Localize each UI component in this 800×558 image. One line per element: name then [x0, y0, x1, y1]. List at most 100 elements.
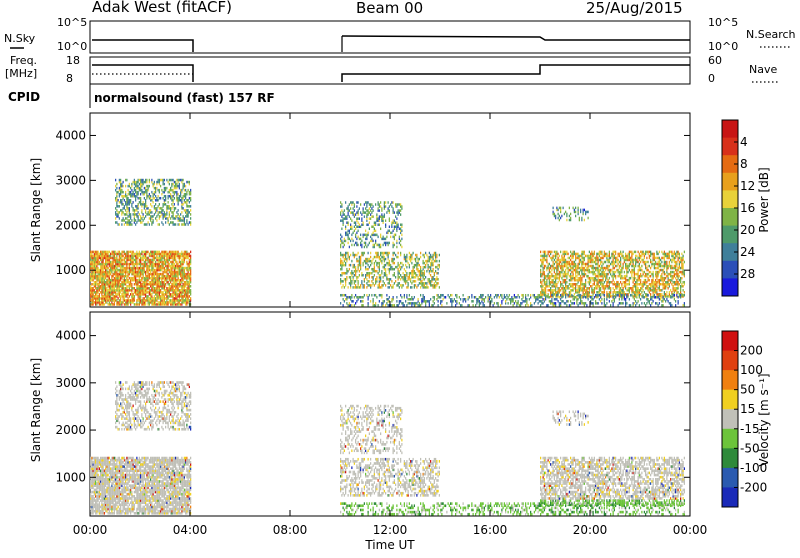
power-cell	[145, 293, 147, 296]
power-cell	[116, 254, 118, 258]
power-cell	[145, 254, 147, 258]
power-cell	[631, 252, 633, 256]
power-cell	[140, 184, 142, 188]
power-cell	[376, 261, 378, 265]
power-cell	[170, 186, 172, 190]
power-cell	[658, 250, 660, 254]
power-cell	[655, 262, 657, 266]
power-cell	[416, 255, 418, 259]
power-cell	[405, 278, 407, 281]
power-cell	[110, 278, 112, 282]
power-cell	[95, 256, 97, 260]
power-cell	[555, 250, 557, 254]
power-cell	[107, 284, 109, 288]
power-cell	[185, 272, 187, 276]
power-cell	[636, 287, 638, 290]
power-cell	[136, 287, 138, 290]
power-cell	[375, 278, 377, 281]
power-cell	[370, 284, 372, 287]
power-cell	[150, 219, 152, 222]
power-cell	[116, 186, 118, 190]
power-cell	[161, 178, 163, 182]
power-cell	[157, 180, 159, 184]
power-cell	[156, 272, 158, 276]
power-cell	[600, 282, 602, 286]
power-cell	[183, 293, 185, 296]
power-cell	[113, 280, 115, 284]
power-cell	[102, 266, 104, 270]
power-cell	[140, 268, 142, 272]
power-cell	[163, 270, 165, 274]
power-cell	[427, 286, 429, 289]
power-cell	[181, 219, 183, 222]
power-cell	[180, 282, 182, 286]
power-cell	[151, 264, 153, 268]
power-cell	[361, 219, 363, 222]
power-cell	[152, 184, 154, 188]
power-cell	[438, 286, 440, 289]
power-cell	[345, 261, 347, 265]
power-cell	[182, 194, 184, 198]
power-cell	[151, 252, 153, 256]
power-cell	[160, 303, 162, 306]
power-cell	[161, 209, 163, 212]
power-cell	[432, 284, 434, 287]
power-cell	[626, 264, 628, 268]
power-cell	[146, 213, 148, 216]
power-cell	[118, 205, 120, 208]
power-cell	[110, 282, 112, 286]
power-cell	[178, 184, 180, 188]
power-cell	[175, 223, 177, 226]
power-cell	[97, 258, 99, 262]
power-cell	[150, 258, 152, 262]
power-cell	[117, 278, 119, 282]
power-cell	[138, 301, 140, 304]
power-cell	[105, 250, 107, 254]
power-cell	[615, 282, 617, 286]
power-cell	[171, 276, 173, 280]
power-cell	[130, 284, 132, 288]
power-cell	[352, 207, 354, 210]
power-cell	[546, 266, 548, 270]
power-cell	[425, 282, 427, 285]
power-cell	[160, 280, 162, 284]
power-cell	[606, 266, 608, 270]
power-cell	[363, 211, 365, 214]
power-cell	[145, 203, 147, 206]
power-cell	[107, 252, 109, 256]
power-cell	[156, 280, 158, 284]
power-cell	[663, 256, 665, 260]
power-cell	[638, 276, 640, 280]
power-cell	[572, 270, 574, 274]
power-cell	[393, 227, 395, 231]
power-cell	[595, 274, 597, 278]
power-cell	[638, 264, 640, 268]
power-cell	[601, 266, 603, 270]
power-cell	[150, 196, 152, 200]
power-cell	[627, 264, 629, 268]
power-cell	[165, 260, 167, 264]
power-cell	[350, 278, 352, 281]
power-cell	[130, 201, 132, 204]
power-cell	[172, 299, 174, 302]
power-cell	[636, 272, 638, 276]
power-cell	[101, 260, 103, 264]
power-cell	[622, 262, 624, 266]
power-cell	[97, 268, 99, 272]
power-cell	[128, 262, 130, 266]
power-cell	[390, 203, 392, 206]
power-cell	[173, 223, 175, 226]
power-cell	[166, 276, 168, 280]
power-cell	[397, 276, 399, 279]
power-cell	[157, 198, 159, 202]
power-cell	[433, 271, 435, 275]
power-cell	[175, 217, 177, 220]
power-cell	[348, 245, 350, 249]
power-cell	[100, 278, 102, 282]
power-cell	[127, 196, 129, 200]
power-cell	[602, 272, 604, 276]
power-cell	[143, 293, 145, 296]
power-cell	[156, 270, 158, 274]
power-cell	[385, 243, 387, 247]
power-cell	[91, 254, 93, 258]
